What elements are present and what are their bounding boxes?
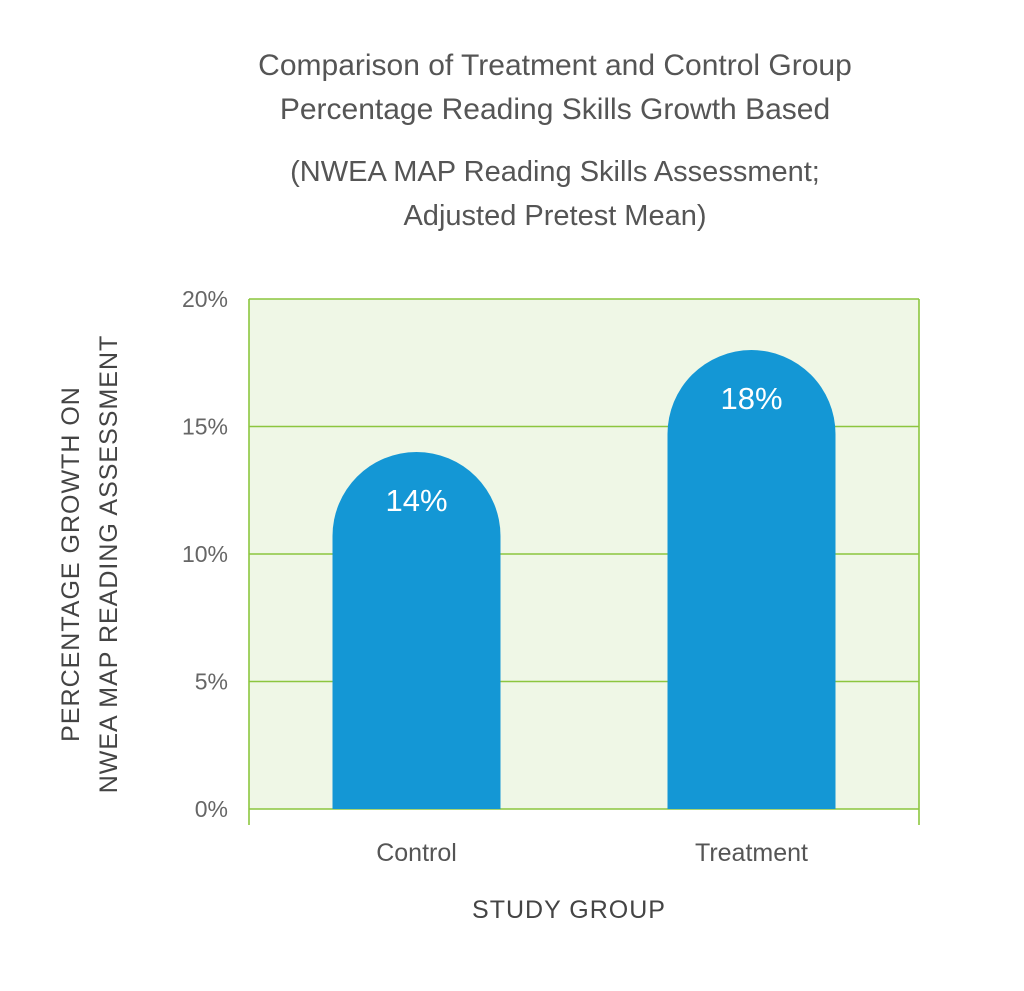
x-axis-category-labels: Control Treatment (376, 839, 808, 867)
bar-control (332, 452, 501, 809)
data-label: 18% (720, 381, 782, 416)
y-tick-label: 0% (195, 796, 228, 822)
chart-subtitle: (NWEA MAP Reading Skills Assessment; Adj… (110, 150, 1000, 238)
y-tick-label: 5% (195, 669, 228, 695)
chart-title: Comparison of Treatment and Control Grou… (110, 44, 1000, 132)
y-axis-tick-labels: 0% 5% 10% 15% 20% (182, 286, 228, 822)
y-axis-title-line-1: PERCENTAGE GROWTH ON (57, 386, 85, 742)
data-label: 14% (385, 483, 447, 518)
y-tick-label: 20% (182, 286, 228, 312)
chart-subtitle-line-2: Adjusted Pretest Mean) (403, 200, 707, 232)
x-axis-title: STUDY GROUP (472, 896, 666, 924)
y-axis-title-line-2: NWEA MAP READING ASSESSMENT (95, 335, 123, 794)
bar-treatment (667, 350, 836, 809)
y-tick-label: 10% (182, 541, 228, 567)
data-labels: 14% 18% (385, 381, 782, 518)
chart-title-line-2: Percentage Reading Skills Growth Based (279, 93, 831, 126)
x-category-label: Treatment (695, 839, 808, 867)
chart-title-line-1: Comparison of Treatment and Control Grou… (258, 49, 852, 82)
chart-subtitle-line-1: (NWEA MAP Reading Skills Assessment; (290, 156, 820, 188)
bars (332, 350, 836, 809)
x-category-label: Control (376, 839, 457, 867)
y-axis-title: PERCENTAGE GROWTH ON NWEA MAP READING AS… (57, 335, 123, 794)
y-tick-label: 15% (182, 414, 228, 440)
